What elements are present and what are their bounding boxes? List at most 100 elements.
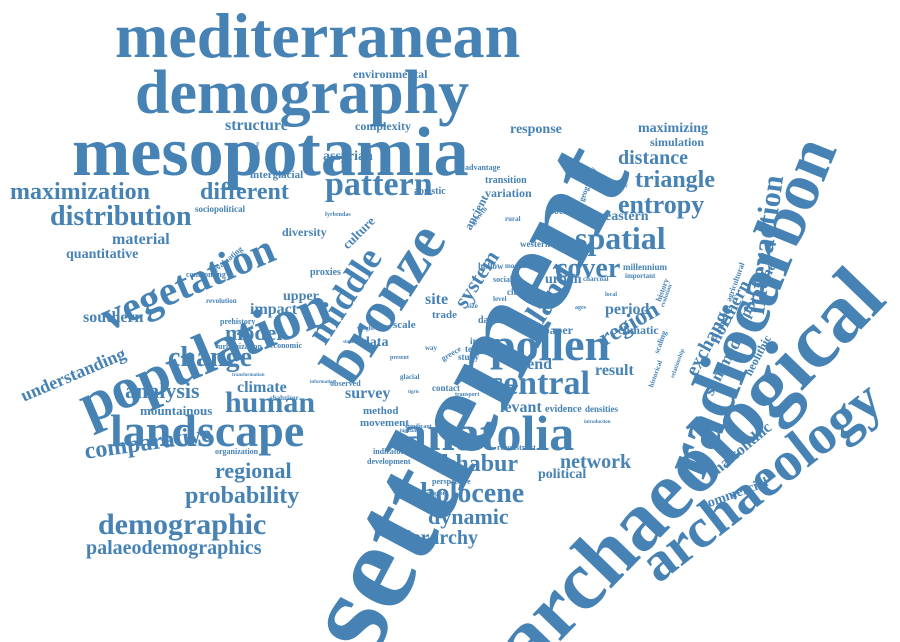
- word-transport: transport: [455, 392, 480, 398]
- word-way: way: [425, 344, 438, 352]
- word-indicator: indicator: [373, 447, 405, 456]
- word-perspective: perspective: [432, 477, 471, 486]
- word-evidence: evidence: [545, 404, 582, 415]
- word-iron: iron: [470, 336, 486, 346]
- word-western: western: [520, 239, 550, 249]
- word-environmental: environmental: [353, 67, 428, 81]
- word-result: result: [595, 362, 634, 379]
- word-simulation: simulation: [650, 135, 705, 149]
- word-khabur: khabur: [442, 451, 519, 477]
- word-human: human: [225, 386, 316, 419]
- word-proxies: proxies: [310, 267, 341, 278]
- word-landscape: landscape: [110, 405, 305, 456]
- word-triangle: triangle: [635, 167, 715, 193]
- word-probability: probability: [185, 483, 300, 509]
- word-economic: economic: [270, 341, 302, 350]
- word-diversity: diversity: [282, 225, 327, 239]
- word-aoristic: aoristic: [414, 186, 446, 197]
- word-charcoal: charcoal: [583, 275, 609, 283]
- word-scale: scale: [393, 319, 416, 331]
- word-significant: significant: [405, 424, 432, 430]
- word-political: political: [538, 467, 587, 482]
- word-modeling: modeling: [505, 262, 533, 270]
- word-central: central: [488, 365, 590, 402]
- word-mountainous: mountainous: [140, 403, 213, 418]
- word-period: period: [605, 301, 650, 318]
- word-date: date: [478, 315, 497, 326]
- word-size: size: [467, 302, 478, 310]
- word-impact: impact: [250, 301, 298, 318]
- word-upper: upper: [283, 289, 319, 304]
- word-observed: observed: [330, 379, 361, 388]
- word-reconstruct: reconstruct: [497, 443, 536, 452]
- word-southern: southern: [83, 309, 144, 326]
- word-important: important: [625, 272, 656, 280]
- word-climate: climate: [237, 379, 287, 396]
- word-paper: paper: [543, 323, 573, 337]
- word-transition: transition: [485, 175, 527, 186]
- word-development: development: [367, 457, 411, 466]
- word-complexity: complexity: [355, 119, 411, 133]
- word-fyrbendas: fyrbendas: [325, 212, 351, 218]
- word-distribution: distribution: [50, 201, 192, 232]
- word-rural: rural: [505, 215, 521, 223]
- word-transformation: transformation: [232, 373, 265, 378]
- word-holocene: holocene: [420, 478, 525, 509]
- word-anatolia: anatolia: [402, 405, 575, 461]
- word-anthropogenic: anthropogenic: [410, 491, 447, 497]
- word-urban: urban: [545, 272, 582, 287]
- word-pollen: pollen: [490, 319, 611, 370]
- word-entropy: entropy: [618, 190, 705, 219]
- word-cluster: cluster: [507, 287, 533, 297]
- word-millennium: millennium: [623, 262, 668, 272]
- word-climatic: climatic: [618, 323, 659, 337]
- word-maximizing: maximizing: [638, 121, 708, 136]
- word-local: local: [605, 292, 617, 298]
- word-site: site: [425, 291, 449, 308]
- word-spatial: spatial: [575, 220, 666, 256]
- word-trade: trade: [432, 309, 458, 321]
- word-levant: levant: [500, 399, 542, 416]
- word-level: level: [493, 295, 507, 303]
- word-present: present: [390, 355, 409, 361]
- word-maximization: maximization: [10, 179, 150, 205]
- word-information: information: [310, 380, 336, 385]
- word-eastern: eastern: [605, 209, 649, 224]
- word-quantitative: quantitative: [66, 247, 139, 262]
- word-survey: survey: [345, 385, 391, 402]
- word-ages: ages: [575, 305, 586, 311]
- word-assyrian: assyrian: [323, 149, 373, 164]
- word-hollow: hollow: [478, 261, 504, 271]
- word-structure: structure: [225, 117, 288, 134]
- word-sociopolitical: sociopolitical: [195, 204, 245, 214]
- word-material: material: [112, 231, 170, 248]
- word-historical: historical: [647, 359, 665, 389]
- word-term: term: [465, 344, 484, 354]
- word-demography: demography: [135, 59, 470, 127]
- word-highlands: highlands: [400, 429, 421, 434]
- word-demographic: demographic: [98, 508, 267, 541]
- word-urbanization: urbanization: [218, 342, 263, 351]
- word-variation: variation: [485, 186, 532, 200]
- word-similarities: similarities: [343, 340, 367, 345]
- word-mesopotamia: mesopotamia: [72, 114, 469, 191]
- word-response: response: [510, 122, 562, 137]
- word-cover: cover: [555, 253, 621, 284]
- word-interglacial: interglacial: [250, 169, 304, 181]
- word-contact: contact: [432, 383, 460, 393]
- word-pattern: pattern: [325, 166, 433, 203]
- word-prehistory: prehistory: [220, 317, 256, 326]
- word-palaeodemographics: palaeodemographics: [86, 537, 262, 559]
- word-analysis: analysis: [125, 378, 200, 403]
- word-distance: distance: [618, 147, 688, 169]
- word-regional: regional: [215, 458, 292, 483]
- word-tigris: tigris: [408, 390, 420, 395]
- word-data: data: [362, 335, 389, 350]
- word-advantage: advantage: [465, 163, 501, 172]
- word-weight: weight: [357, 326, 374, 332]
- word-different: different: [200, 179, 289, 205]
- word-method: method: [363, 405, 399, 417]
- word-confronting: confronting: [186, 270, 226, 279]
- word-study: study: [458, 352, 480, 362]
- word-uncertainty: uncertainty: [603, 184, 628, 189]
